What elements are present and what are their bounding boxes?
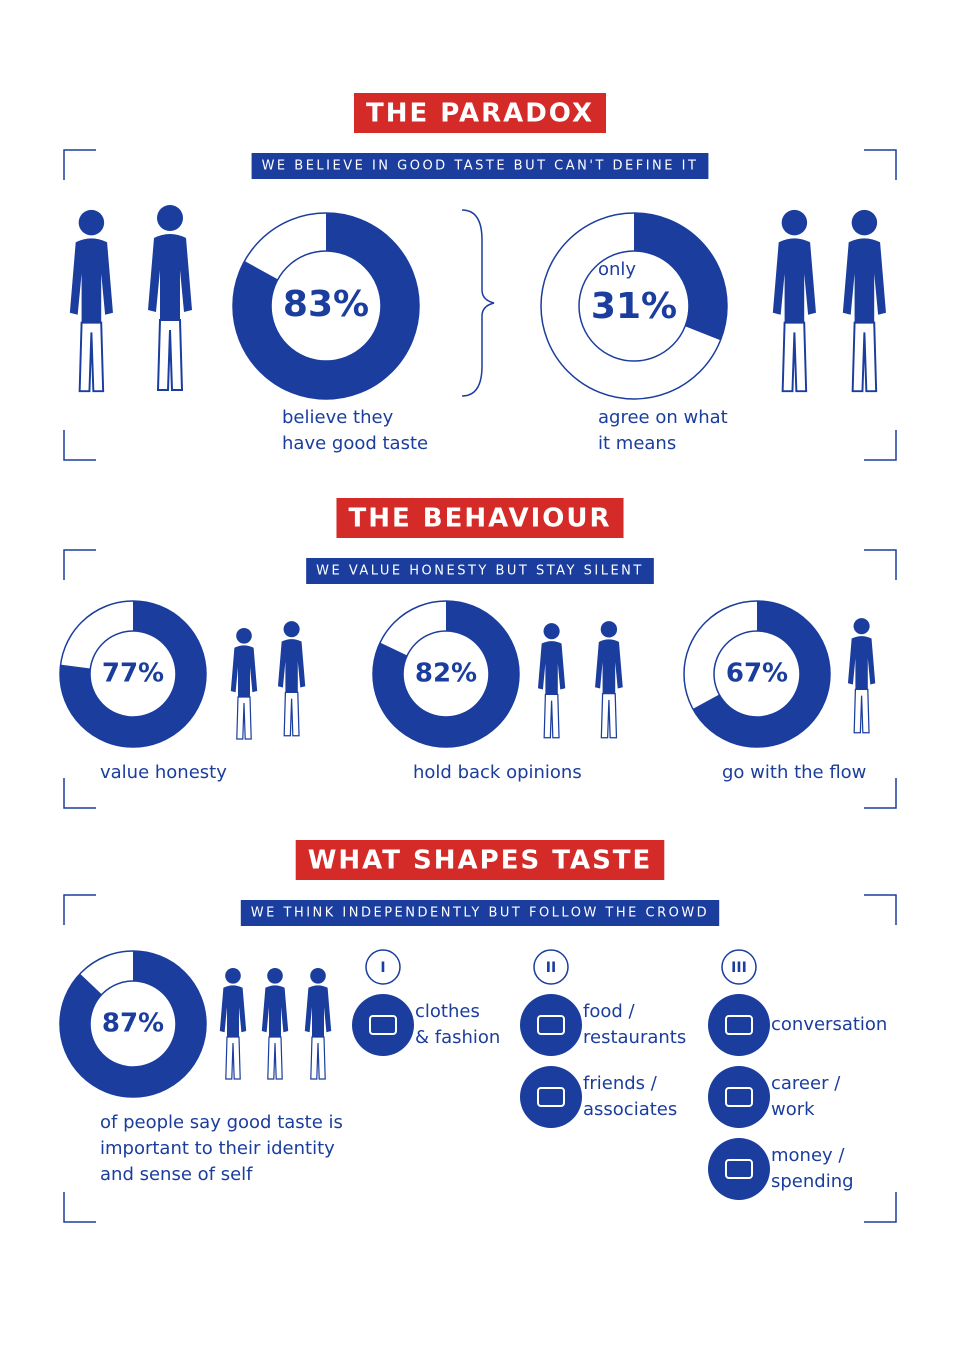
donut-arc bbox=[373, 601, 519, 747]
frame-corner bbox=[63, 149, 96, 180]
category-label: spending bbox=[771, 1171, 854, 1192]
person-figure bbox=[304, 967, 332, 1080]
caption: and sense of self bbox=[100, 1164, 253, 1185]
numeral: II bbox=[546, 960, 556, 976]
donut-label: 82% bbox=[415, 659, 477, 689]
person-figure bbox=[847, 617, 876, 734]
category-label: money / bbox=[771, 1145, 845, 1166]
caption: go with the flow bbox=[722, 762, 866, 783]
category-label: & fashion bbox=[415, 1027, 500, 1048]
category-label: food / bbox=[583, 1001, 636, 1022]
category-label: conversation bbox=[771, 1014, 887, 1035]
frame-corner bbox=[864, 430, 897, 461]
frame-corner bbox=[864, 1192, 897, 1223]
person-figure bbox=[219, 967, 247, 1080]
donut-prefix: only bbox=[598, 259, 636, 280]
caption: believe they bbox=[282, 407, 394, 428]
frame-corner bbox=[63, 778, 96, 809]
icon-glyph bbox=[369, 1015, 397, 1035]
person-figure bbox=[230, 627, 258, 740]
subtitle-box bbox=[306, 558, 654, 584]
donut-label: 83% bbox=[283, 284, 369, 325]
category-label: restaurants bbox=[583, 1027, 686, 1048]
icon bbox=[352, 994, 414, 1056]
brace bbox=[461, 209, 495, 397]
category-label: work bbox=[771, 1099, 815, 1120]
section-subtitle: WE BELIEVE IN GOOD TASTE BUT CAN'T DEFIN… bbox=[262, 159, 699, 174]
person-figure bbox=[841, 208, 887, 393]
title-box bbox=[353, 93, 607, 133]
icon bbox=[708, 1066, 770, 1128]
caption: hold back opinions bbox=[413, 762, 582, 783]
title-box bbox=[336, 498, 624, 538]
subtitle-box bbox=[240, 900, 720, 926]
donut-arc bbox=[541, 213, 727, 399]
numeral: III bbox=[731, 960, 747, 976]
donut-arc bbox=[684, 601, 830, 747]
frame-corner bbox=[63, 894, 96, 925]
icon-glyph bbox=[725, 1159, 753, 1179]
frame-corner bbox=[63, 549, 96, 580]
icon-glyph bbox=[537, 1087, 565, 1107]
person-figure bbox=[771, 208, 817, 393]
category-label: friends / bbox=[583, 1073, 658, 1094]
numeral-circle bbox=[721, 949, 757, 985]
icon bbox=[520, 1066, 582, 1128]
donut-arc bbox=[60, 951, 206, 1097]
caption: important to their identity bbox=[100, 1138, 335, 1159]
frame-corner bbox=[864, 149, 897, 180]
person-figure bbox=[537, 622, 566, 739]
frame-corner bbox=[864, 549, 897, 580]
icon-glyph bbox=[725, 1015, 753, 1035]
person-figure bbox=[594, 620, 624, 739]
person-figure bbox=[68, 208, 114, 393]
title-box bbox=[295, 840, 665, 880]
section-title: THE PARADOX bbox=[366, 99, 594, 129]
caption: have good taste bbox=[282, 433, 428, 454]
caption: agree on what bbox=[598, 407, 728, 428]
category-label: clothes bbox=[415, 1001, 480, 1022]
caption: it means bbox=[598, 433, 676, 454]
numeral: I bbox=[380, 960, 385, 976]
numeral-circle bbox=[365, 949, 401, 985]
icon bbox=[520, 994, 582, 1056]
donut-label: 31% bbox=[591, 286, 677, 327]
donut-label: 77% bbox=[102, 659, 164, 689]
category-label: associates bbox=[583, 1099, 677, 1120]
icon bbox=[708, 1138, 770, 1200]
numeral-circle bbox=[533, 949, 569, 985]
frame-corner bbox=[864, 894, 897, 925]
donut-label: 87% bbox=[102, 1009, 164, 1039]
section-title: WHAT SHAPES TASTE bbox=[308, 846, 653, 876]
section-subtitle: WE THINK INDEPENDENTLY BUT FOLLOW THE CR… bbox=[251, 906, 709, 921]
frame-corner bbox=[63, 1192, 96, 1223]
person-figure bbox=[277, 620, 306, 737]
icon-glyph bbox=[537, 1015, 565, 1035]
subtitle-box bbox=[251, 153, 709, 179]
section-title: THE BEHAVIOUR bbox=[348, 504, 611, 534]
donut-label: 67% bbox=[726, 659, 788, 689]
person-figure bbox=[261, 967, 289, 1080]
caption: value honesty bbox=[100, 762, 227, 783]
caption: of people say good taste is bbox=[100, 1112, 343, 1133]
donut-arc bbox=[233, 213, 419, 399]
donut-arc bbox=[60, 601, 206, 747]
frame-corner bbox=[63, 430, 96, 461]
person-figure bbox=[147, 204, 193, 391]
section-subtitle: WE VALUE HONESTY BUT STAY SILENT bbox=[316, 564, 644, 579]
icon bbox=[708, 994, 770, 1056]
icon-glyph bbox=[725, 1087, 753, 1107]
frame-corner bbox=[864, 778, 897, 809]
category-label: career / bbox=[771, 1073, 841, 1094]
